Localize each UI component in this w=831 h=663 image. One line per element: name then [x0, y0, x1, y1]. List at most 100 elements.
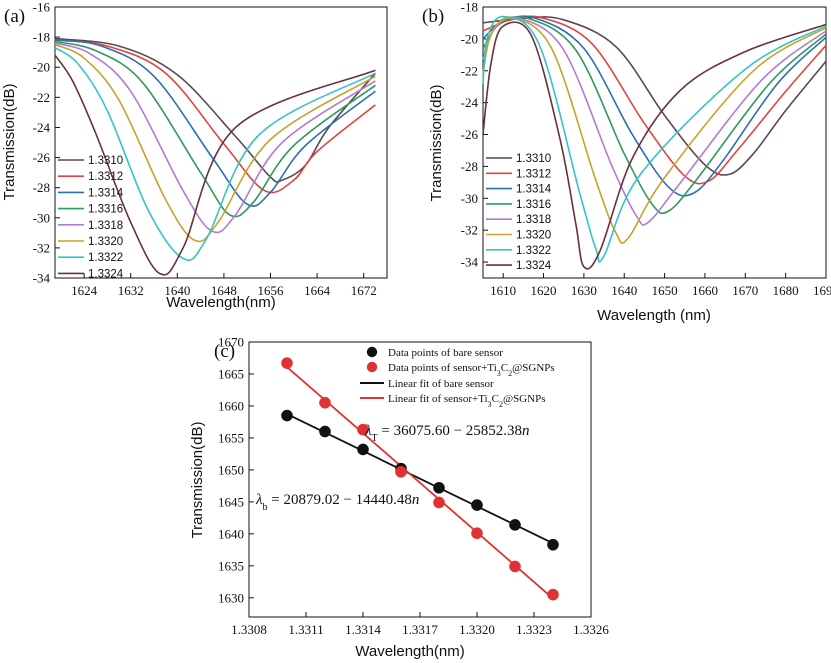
scatter-point — [547, 588, 559, 601]
panel-label-b: (b) — [422, 6, 444, 27]
x-tick-label: 1648 — [211, 283, 237, 298]
series-line-1.3310 — [482, 16, 827, 176]
eq-T-lambda: λ — [364, 423, 372, 439]
x-tick-label: 1640 — [611, 283, 637, 298]
legend-entry: 1.3312 — [88, 171, 123, 183]
series-line-1.3324 — [54, 54, 376, 276]
y-tick-label: -18 — [461, 0, 478, 15]
legend-fit-sub2: 2 — [499, 400, 503, 409]
x-tick-label: 1632 — [118, 283, 144, 298]
legend-entry: 1.3314 — [88, 187, 124, 199]
legend-entry: 1.3318 — [88, 220, 123, 232]
legend-a: 1.3310 1.3312 1.3314 1.3316 1.3318 1.3320 1.33… — [58, 155, 124, 280]
x-tick-label: 1650 — [652, 283, 678, 298]
legend-fit-suffix: @SGNPs — [503, 393, 546, 405]
x-tick-label: 1.3308 — [231, 622, 267, 637]
y-tick-label: -28 — [33, 180, 50, 195]
legend-entry: 1.3316 — [516, 199, 551, 211]
scatter-point — [357, 443, 369, 456]
y-tick-label: -32 — [33, 240, 50, 255]
x-axis-label-c: Wavelength(nm) — [355, 643, 464, 660]
legend-entry: 1.3316 — [88, 204, 123, 216]
eq-b-var: n — [412, 492, 420, 508]
series-line-1.3310 — [54, 37, 377, 183]
series-line-1.3322 — [482, 15, 827, 263]
eq-T-var: n — [522, 423, 530, 439]
x-tick-label: 1660 — [692, 283, 718, 298]
y-tick-label: -26 — [33, 150, 51, 165]
legend-fit-sub1: 3 — [488, 400, 492, 409]
x-tick-label: 1690 — [813, 283, 831, 298]
legend-entry: 1.3322 — [516, 245, 551, 257]
legend-entry: 1.3324 — [88, 268, 124, 280]
legend-entry: 1.3320 — [88, 236, 123, 248]
x-tick-label: 1670 — [732, 283, 758, 298]
y-tick-label: 1665 — [218, 366, 244, 381]
plot-frame-b — [482, 6, 827, 279]
scatter-point — [281, 409, 293, 422]
y-tick-label: -18 — [33, 30, 50, 45]
legend-entry: 1.3324 — [516, 260, 552, 272]
chart-panel-b: (b) 1610 1620 1630 1640 1650 1660 1670 1680 1690… — [422, 0, 831, 324]
series-lines-a — [54, 37, 377, 276]
y-tick-label: 1655 — [218, 430, 244, 445]
x-tick-label: 1640 — [164, 283, 190, 298]
eq-b-sub: b — [263, 502, 268, 513]
legend-marker-coated — [366, 361, 378, 373]
legend-coated-sub1: 3 — [497, 369, 501, 378]
y-axis-label-c: Transmission(dB) — [189, 422, 206, 539]
fit-line — [286, 413, 554, 545]
y-tick-label: 1640 — [218, 526, 244, 541]
legend-coated-sub2: 2 — [508, 369, 512, 378]
y-tick-label: 1645 — [218, 494, 244, 509]
legend-entry: 1.3318 — [516, 214, 551, 226]
legend-entry: 1.3312 — [516, 168, 551, 180]
y-tick-label: -32 — [461, 223, 478, 238]
y-tick-label: 1670 — [218, 335, 244, 350]
legend-entry: 1.3322 — [88, 252, 123, 264]
x-tick-label: 1610 — [490, 283, 516, 298]
legend-c: Data points of bare sensor Data points o… — [360, 346, 555, 409]
legend-marker-bare — [366, 346, 378, 358]
legend-entry: 1.3314 — [516, 184, 552, 196]
scatter-point — [547, 538, 559, 551]
scatter-point — [433, 496, 445, 509]
chart-panel-a: (a) 1624 1632 1640 1648 1656 1664 1672 -34 -32 -3… — [1, 0, 388, 311]
y-tick-label: -30 — [461, 191, 478, 206]
y-tick-label: -20 — [33, 60, 50, 75]
series-lines-b — [482, 15, 827, 270]
y-axis-label-b: Transmission(dB) — [428, 85, 445, 202]
legend-coated-mid: C — [501, 362, 508, 374]
y-tick-label: -28 — [461, 159, 478, 174]
y-tick-label: -34 — [33, 271, 51, 286]
legend-fit-mid: C — [492, 393, 499, 405]
x-tick-label: 1630 — [571, 283, 597, 298]
scatter-points-c — [281, 357, 559, 601]
legend-entry: 1.3310 — [516, 153, 551, 165]
y-tick-label: 1635 — [218, 558, 244, 573]
y-tick-label: 1660 — [218, 398, 244, 413]
y-axis-label-a: Transmission(dB) — [1, 84, 18, 201]
scatter-point — [433, 481, 445, 494]
x-tick-label: 1.3323 — [516, 622, 552, 637]
plot-frame-a — [54, 6, 388, 279]
x-tick-label: 1.3317 — [402, 622, 438, 637]
y-tick-label: -24 — [33, 120, 51, 135]
legend-entry: 1.3310 — [88, 155, 123, 167]
scatter-point — [395, 465, 407, 478]
fit-line — [286, 366, 554, 600]
y-tick-label: -16 — [33, 0, 51, 15]
legend-fit-prefix: Linear fit of sensor+Ti — [388, 393, 488, 405]
chart-panel-c: (c) 1.3308 1.3311 1.3314 1.3317 1.3320 1.3323… — [189, 335, 609, 661]
scatter-point — [319, 396, 331, 409]
legend-b: 1.3310 1.3312 1.3314 1.3316 1.3318 1.3320 1.33… — [486, 153, 552, 272]
series-line-1.3318 — [54, 42, 376, 234]
scatter-point — [319, 425, 331, 438]
x-tick-label: 1680 — [773, 283, 799, 298]
scatter-point — [471, 527, 483, 540]
y-tick-label: -34 — [461, 255, 479, 270]
x-tick-label: 1620 — [531, 283, 557, 298]
x-tick-label: 1664 — [304, 283, 331, 298]
eq-b-lambda: λ — [255, 492, 263, 508]
